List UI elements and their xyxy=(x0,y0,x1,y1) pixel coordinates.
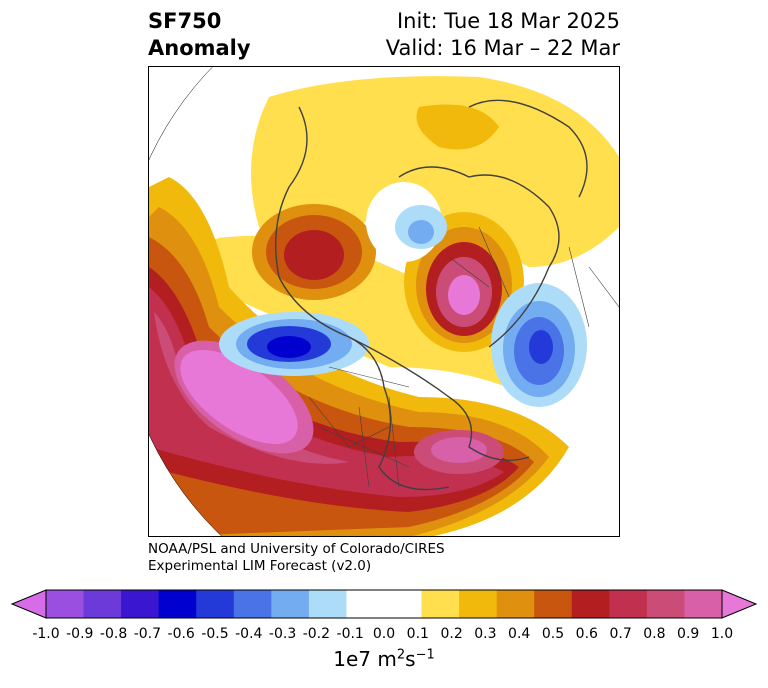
positive-anomaly-region xyxy=(149,287,504,497)
colorbar-segment xyxy=(646,590,685,618)
colorbar-segment xyxy=(684,590,723,618)
colorbar-tick-label: 0.2 xyxy=(440,626,463,642)
colorbar-segment xyxy=(121,590,160,618)
colorbar-segment xyxy=(496,590,535,618)
coastlines xyxy=(275,99,588,491)
positive-anomaly-region xyxy=(284,230,344,280)
title-variable: SF750 xyxy=(148,9,222,33)
colorbar-tick-label: -0.7 xyxy=(133,626,162,642)
colorbar-under-arrow xyxy=(10,589,47,619)
colorbar-tick-label: 0.0 xyxy=(372,626,396,642)
colorbar-tick-label: 0.9 xyxy=(677,626,700,642)
units-base: 1e7 m xyxy=(333,647,397,671)
colorbar-segment xyxy=(233,590,272,618)
anomaly-map xyxy=(149,67,619,536)
colorbar-segment xyxy=(534,590,573,618)
colorbar-segment xyxy=(83,590,122,618)
positive-anomaly-region xyxy=(416,104,499,150)
forecast-dates: Init: Tue 18 Mar 2025 Valid: 16 Mar – 22… xyxy=(386,8,620,62)
colorbar-tick-label: -0.1 xyxy=(336,626,364,642)
positive-anomaly-region xyxy=(431,437,487,463)
colorbar-segment xyxy=(46,590,85,618)
colorbar-tick-label: 0.7 xyxy=(609,626,632,642)
colorbar-segment xyxy=(196,590,235,618)
colorbar-tick-label: 0.1 xyxy=(406,626,429,642)
colorbar-tick-label: 0.6 xyxy=(575,626,598,642)
colorbar xyxy=(0,587,768,621)
colorbar-tick-label: -0.9 xyxy=(66,626,94,642)
colorbar-tick-label: 0.3 xyxy=(474,626,497,642)
negative-anomaly-region xyxy=(267,336,311,358)
borders xyxy=(308,226,619,488)
colorbar-ticks: -1.0 -0.9 -0.8 -0.7 -0.6 -0.5 -0.4 -0.3 -0.2 -0.1… xyxy=(0,626,768,646)
colorbar-segment xyxy=(571,590,610,618)
units-exponent-1: 2 xyxy=(396,647,406,663)
credit-line-1: NOAA/PSL and University of Colorado/CIRE… xyxy=(148,541,445,557)
credit-line-2: Experimental LIM Forecast (v2.0) xyxy=(148,558,372,574)
colorbar-graphic xyxy=(10,589,758,619)
map-title: SF750 Anomaly xyxy=(148,8,251,62)
colorbar-tick-label: -0.8 xyxy=(99,626,128,642)
valid-range: Valid: 16 Mar – 22 Mar xyxy=(385,36,620,60)
init-date: Init: Tue 18 Mar 2025 xyxy=(396,9,620,33)
negative-anomaly-region xyxy=(529,330,553,364)
colorbar-over-arrow xyxy=(721,589,758,619)
credit-text: NOAA/PSL and University of Colorado/CIRE… xyxy=(148,541,445,575)
colorbar-units: 1e7 m2s−1 xyxy=(0,647,768,671)
colorbar-tick-label: -0.5 xyxy=(201,626,229,642)
positive-anomaly-region xyxy=(448,275,480,315)
colorbar-frame xyxy=(45,589,723,619)
colorbar-tick-label: 0.8 xyxy=(643,626,666,642)
negative-anomaly-region xyxy=(408,220,434,244)
colorbar-tick-label: 1.0 xyxy=(710,626,734,642)
units-exponent-2: −1 xyxy=(415,647,435,663)
colorbar-tick-label: -0.2 xyxy=(302,626,331,642)
colorbar-segment xyxy=(421,590,460,618)
colorbar-segment xyxy=(459,590,498,618)
colorbar-segment xyxy=(158,590,197,618)
colorbar-segment xyxy=(384,590,423,618)
colorbar-tick-label: -0.3 xyxy=(268,626,297,642)
colorbar-tick-label: 0.5 xyxy=(541,626,565,642)
positive-anomaly-region xyxy=(180,350,298,444)
colorbar-tick-label: -0.6 xyxy=(167,626,195,642)
title-quantity: Anomaly xyxy=(148,36,251,60)
colorbar-segment xyxy=(308,590,347,618)
colorbar-tick-label: -0.4 xyxy=(235,626,263,642)
colorbar-tick-label: 0.4 xyxy=(508,626,531,642)
colorbar-segment xyxy=(609,590,648,618)
colorbar-segment xyxy=(271,590,310,618)
units-mid: s xyxy=(405,647,416,671)
map-panel xyxy=(148,66,620,537)
colorbar-tick-label: -1.0 xyxy=(32,626,60,642)
colorbar-segment xyxy=(346,590,385,618)
